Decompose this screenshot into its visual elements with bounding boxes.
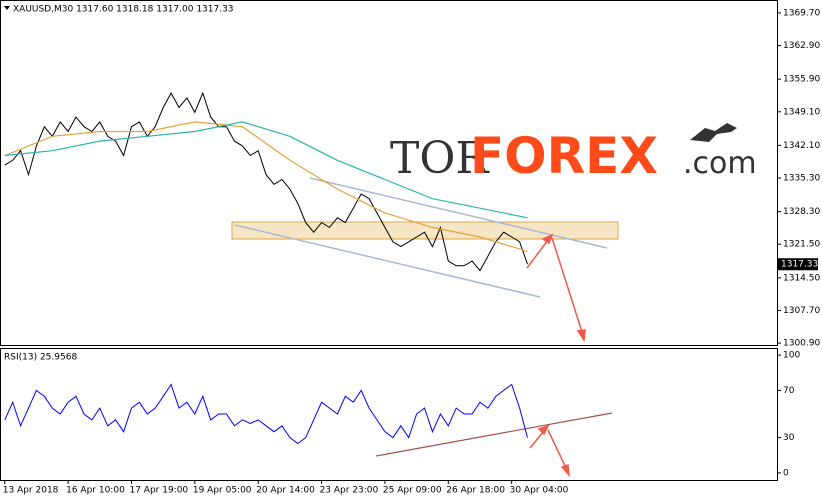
price-panel bbox=[0, 0, 778, 346]
watermark-tor: TOR bbox=[390, 133, 490, 184]
y-tick-label: 1335.30 bbox=[783, 174, 820, 184]
y-tick-label: 1362.90 bbox=[783, 41, 820, 51]
current-price-box bbox=[778, 258, 818, 271]
series-line bbox=[4, 121, 528, 219]
y-tick-label: 70 bbox=[783, 386, 795, 396]
y-tick-label: 1307.70 bbox=[783, 306, 820, 316]
channel-lower bbox=[234, 224, 541, 298]
y-tick-label: 1369.70 bbox=[783, 8, 820, 18]
y-tick-label: 1328.30 bbox=[783, 207, 820, 217]
series-line bbox=[4, 91, 528, 272]
x-tick-label: 17 Apr 19:00 bbox=[129, 486, 188, 496]
rsi-title: RSI(13) 25.9568 bbox=[4, 353, 77, 363]
y-tick-label: 1314.50 bbox=[783, 273, 820, 283]
x-tick-label: 26 Apr 18:00 bbox=[446, 486, 505, 496]
y-tick-label: 1355.90 bbox=[783, 75, 820, 85]
y-tick-label: 1300.90 bbox=[783, 339, 820, 349]
watermark-forex: FOREX bbox=[470, 127, 658, 185]
forecast-arrows bbox=[526, 233, 586, 478]
y-tick-label: 1342.10 bbox=[783, 141, 820, 151]
series-line bbox=[4, 121, 528, 252]
x-tick-label: 25 Apr 09:00 bbox=[383, 486, 442, 496]
rsi-panel bbox=[0, 348, 778, 481]
y-tick-label: 0 bbox=[783, 468, 789, 478]
bull-icon bbox=[690, 123, 737, 142]
y-tick-label: 100 bbox=[783, 351, 800, 361]
current-price-label: 1317.33 bbox=[781, 260, 818, 270]
y-tick-label: 1321.50 bbox=[783, 240, 820, 250]
menu-arrow bbox=[4, 6, 10, 10]
x-tick-label: 23 Apr 23:00 bbox=[320, 486, 379, 496]
y-tick-label: 1349.10 bbox=[783, 107, 820, 117]
x-tick-label: 13 Apr 2018 bbox=[3, 486, 59, 496]
chart-title: XAUUSD,M30 1317.60 1318.18 1317.00 1317.… bbox=[13, 5, 234, 15]
x-tick-label: 30 Apr 04:00 bbox=[510, 486, 569, 496]
channel-upper bbox=[309, 177, 608, 249]
x-tick-label: 20 Apr 14:00 bbox=[256, 486, 315, 496]
y-tick-label: 30 bbox=[783, 433, 795, 443]
watermark-com: .com bbox=[683, 146, 757, 181]
x-tick-label: 19 Apr 05:00 bbox=[193, 486, 252, 496]
x-tick-label: 16 Apr 10:00 bbox=[66, 486, 125, 496]
series-line bbox=[4, 383, 528, 445]
rsi-trendline bbox=[375, 412, 613, 457]
